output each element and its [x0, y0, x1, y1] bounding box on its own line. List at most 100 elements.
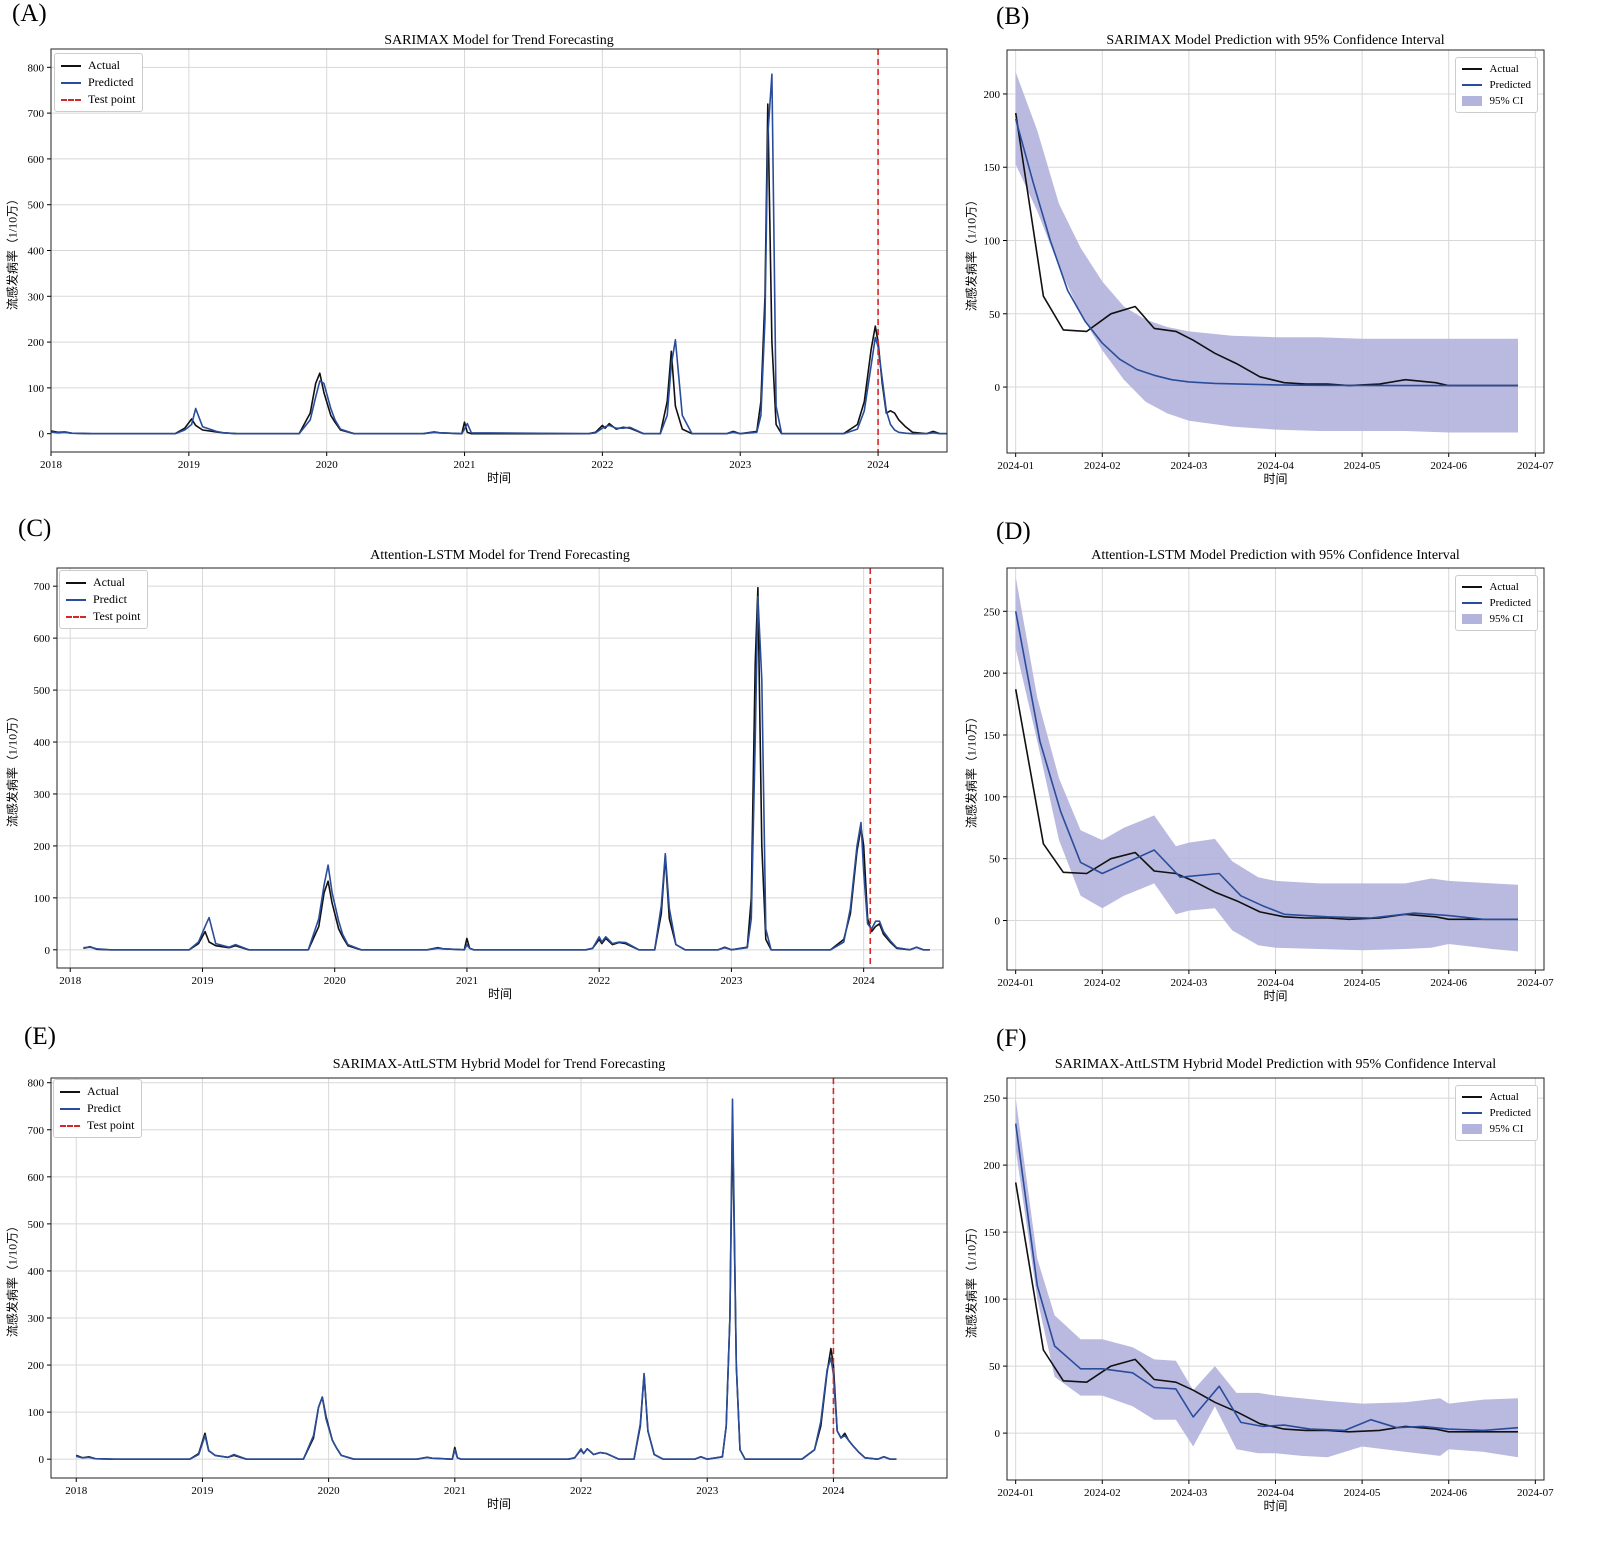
- x-axis-label: 时间: [487, 987, 513, 1001]
- x-axis-label: 时间: [1263, 1499, 1288, 1513]
- legend-label: Predict: [93, 592, 127, 606]
- y-tick-label: 50: [989, 309, 1001, 321]
- x-tick-label: 2024-05: [1344, 460, 1381, 472]
- legend-swatch: [1462, 602, 1483, 604]
- legend-entry: Actual: [61, 57, 136, 74]
- y-tick-label: 0: [45, 945, 51, 957]
- x-tick-label: 2024-05: [1344, 1487, 1381, 1499]
- y-tick-label: 150: [984, 730, 1001, 742]
- legend-entry: 95% CI: [1462, 611, 1531, 627]
- x-tick-label: 2021: [444, 1485, 466, 1497]
- legend-swatch: [1462, 586, 1483, 588]
- y-tick-label: 0: [995, 916, 1001, 928]
- legend-entry: Test point: [66, 608, 141, 625]
- x-tick-label: 2021: [456, 975, 478, 987]
- legend: Actual Predicted 95% CI: [1455, 57, 1538, 113]
- legend-label: Test point: [88, 92, 136, 106]
- plot-area-a: 2018 2019 2020 2021 2022 2023 2024 0 100 200 300 40…: [28, 48, 948, 471]
- legend-label: Test point: [87, 1118, 135, 1132]
- legend-entry: Predicted: [1462, 595, 1531, 611]
- y-tick-label: 300: [28, 1313, 45, 1325]
- legend-swatch: [1462, 1112, 1483, 1114]
- legend-swatch: [61, 98, 81, 101]
- legend-label: Actual: [1489, 1091, 1519, 1103]
- chart-title: SARIMAX-AttLSTM Hybrid Model Prediction …: [1054, 1057, 1497, 1072]
- chart-title: Attention-LSTM Model for Trend Forecasti…: [370, 548, 630, 563]
- panel-label: (B): [996, 3, 1030, 30]
- chart-title: SARIMAX-AttLSTM Hybrid Model for Trend F…: [332, 1057, 666, 1072]
- x-tick-label: 2024-01: [997, 460, 1034, 472]
- y-tick-label: 0: [995, 1428, 1001, 1440]
- x-tick-label: 2023: [696, 1485, 719, 1497]
- plot-area-d: 2024-01 2024-02 2024-03 2024-04 2024-05 2024-…: [984, 567, 1554, 989]
- y-tick-label: 250: [984, 1093, 1001, 1105]
- legend-entry: Test point: [61, 91, 136, 108]
- x-tick-label: 2024: [867, 459, 890, 471]
- y-tick-label: 700: [28, 1125, 45, 1137]
- y-tick-label: 100: [28, 383, 45, 395]
- y-tick-label: 400: [34, 737, 51, 749]
- y-tick-label: 500: [28, 1219, 45, 1231]
- legend-entry: Actual: [1462, 579, 1531, 595]
- y-tick-label: 0: [39, 429, 45, 441]
- y-axis-label: 流感发病率（1/10万）: [5, 192, 20, 310]
- legend-entry: Predict: [66, 591, 141, 608]
- x-tick-label: 2024-01: [997, 1487, 1034, 1499]
- y-tick-label: 800: [28, 1078, 45, 1090]
- legend: Actual Predicted 95% CI: [1455, 1085, 1538, 1141]
- y-tick-label: 600: [28, 154, 45, 166]
- x-axis-label: 时间: [486, 1497, 512, 1511]
- legend-entry: Predict: [60, 1100, 135, 1117]
- y-tick-label: 200: [28, 337, 45, 349]
- legend-swatch: [60, 1107, 80, 1110]
- y-tick-label: 200: [984, 668, 1001, 680]
- series-line-actual: [50, 103, 947, 435]
- series-line-actual: [1014, 1182, 1518, 1433]
- x-tick-label: 2024-03: [1171, 460, 1208, 472]
- x-tick-label: 2024-07: [1517, 977, 1554, 989]
- y-tick-label: 250: [984, 606, 1001, 618]
- x-axis-label: 时间: [486, 471, 512, 485]
- x-tick-label: 2024-01: [997, 977, 1034, 989]
- legend-entry: Test point: [60, 1117, 135, 1134]
- legend-swatch: [1462, 68, 1483, 70]
- legend-label: Predicted: [88, 75, 134, 89]
- y-tick-label: 200: [984, 1160, 1001, 1172]
- y-tick-label: 600: [28, 1172, 45, 1184]
- legend-entry: Predicted: [1462, 1105, 1531, 1121]
- legend-swatch: [61, 81, 81, 84]
- panel-label: (C): [18, 515, 52, 542]
- y-tick-label: 150: [984, 1227, 1001, 1239]
- x-tick-label: 2018: [59, 975, 81, 987]
- legend-swatch: [66, 615, 86, 618]
- plot-area-c: 2018 2019 2020 2021 2022 2023 2024 0 100 200 300 40…: [34, 567, 944, 987]
- chart-title: SARIMAX Model Prediction with 95% Confid…: [1106, 33, 1445, 48]
- legend-label: Predicted: [1489, 79, 1531, 91]
- x-tick-label: 2022: [588, 975, 610, 987]
- y-tick-label: 100: [34, 893, 51, 905]
- series-line-actual: [83, 586, 930, 951]
- y-tick-label: 100: [984, 792, 1001, 804]
- x-tick-label: 2021: [454, 459, 476, 471]
- x-tick-label: 2022: [591, 459, 613, 471]
- series-line-actual: [1014, 689, 1518, 921]
- legend-swatch: [1462, 614, 1483, 624]
- legend-entry: Actual: [60, 1083, 135, 1100]
- x-tick-label: 2024-06: [1430, 1487, 1467, 1499]
- x-tick-label: 2023: [729, 459, 752, 471]
- y-tick-label: 600: [34, 633, 51, 645]
- y-tick-label: 100: [984, 1294, 1001, 1306]
- series-line-predicted: [1014, 611, 1518, 921]
- legend-swatch: [60, 1090, 80, 1093]
- series-line-predict: [76, 1098, 897, 1461]
- legend-entry: 95% CI: [1462, 93, 1531, 109]
- plot-area-e: 2018 2019 2020 2021 2022 2023 2024 0 100 200 300 40…: [28, 1077, 948, 1497]
- y-tick-label: 300: [34, 789, 51, 801]
- x-tick-label: 2024-02: [1084, 1487, 1121, 1499]
- legend-swatch: [1462, 1124, 1483, 1134]
- legend-label: Actual: [1489, 63, 1519, 75]
- series-line-predicted: [1014, 118, 1518, 387]
- x-tick-label: 2020: [316, 459, 339, 471]
- x-axis-label: 时间: [1263, 989, 1288, 1003]
- legend: Actual Predict Test point: [59, 570, 148, 629]
